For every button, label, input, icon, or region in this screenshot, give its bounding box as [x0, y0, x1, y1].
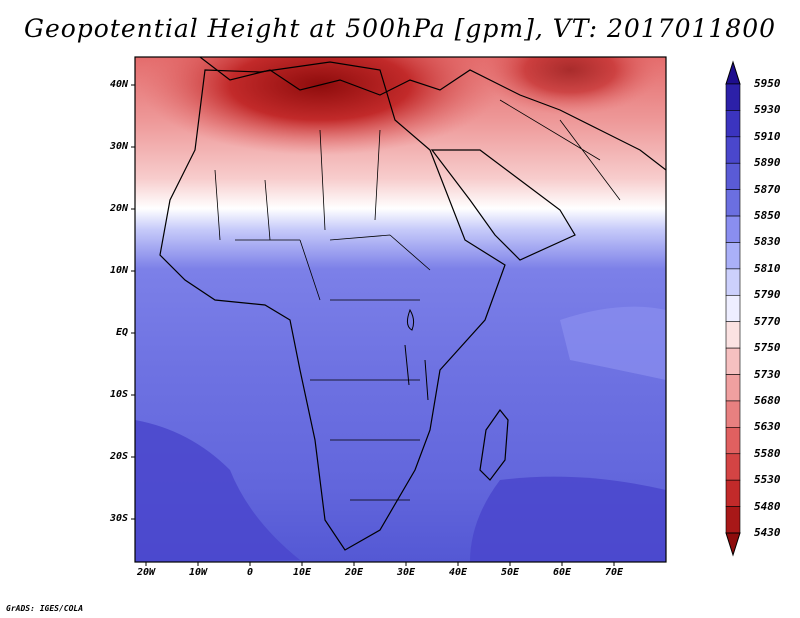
- colorbar-label: 5950: [754, 77, 781, 90]
- africa-coastline: [159, 61, 506, 551]
- colorbar-segment: [725, 294, 741, 323]
- colorbar-label: 5930: [754, 103, 781, 117]
- colorbar-segment: [725, 215, 741, 243]
- colorbar-segment: [725, 347, 741, 375]
- colorbar-segment: [725, 321, 741, 349]
- colorbar-label: 5810: [754, 261, 781, 275]
- colorbar-label: 5530: [754, 473, 781, 487]
- colorbar-label: 5630: [754, 420, 781, 434]
- lat-label-20s: 20S: [109, 451, 128, 462]
- colorbar-segment: [725, 110, 741, 138]
- colorbar-label: 5430: [754, 526, 781, 539]
- colorbar-segment: [725, 479, 741, 507]
- colorbar-arrow-top: [725, 60, 741, 85]
- colorbar-label: 5750: [754, 341, 781, 355]
- colorbar-segment: [725, 400, 741, 428]
- colorbar-label: 5480: [754, 499, 781, 513]
- colorbar-segment: [725, 506, 741, 534]
- lon-label-60e: 60E: [552, 567, 572, 578]
- colorbar-segment: [725, 427, 741, 455]
- country-borders: [214, 99, 621, 501]
- colorbar-label: 5830: [754, 235, 781, 249]
- colorbar-segment: [725, 189, 741, 217]
- colorbar-segment: [725, 453, 741, 481]
- lon-label-70e: 70E: [604, 567, 624, 578]
- colorbar-label: 5730: [754, 367, 781, 381]
- map-frame: [134, 56, 667, 563]
- lon-label-30e: 30E: [396, 567, 416, 578]
- colorbar-label: 5850: [754, 209, 781, 223]
- europe-asia-outline: [199, 57, 666, 171]
- colorbar-label: 5890: [754, 156, 781, 170]
- lon-label-20e: 20E: [344, 567, 364, 578]
- colorbar-segment: [725, 162, 741, 190]
- colorbar-segment: [725, 374, 741, 402]
- arabia-outline: [430, 149, 576, 261]
- colorbar-label: 5680: [754, 393, 781, 407]
- lon-label-10w: 10W: [188, 567, 208, 578]
- colorbar-segment: [725, 242, 741, 270]
- lat-label-10s: 10S: [109, 389, 128, 400]
- colorbar-segment: [725, 83, 741, 111]
- madagascar-outline: [479, 408, 509, 481]
- lat-label-30n: 30N: [109, 141, 128, 152]
- lon-label-40e: 40E: [448, 567, 468, 578]
- lat-label-30s: 30S: [109, 513, 128, 524]
- lon-label-50e: 50E: [500, 567, 520, 578]
- colorbar-label: 5870: [754, 182, 781, 196]
- lon-label-0: 0: [246, 567, 254, 578]
- height-field: [135, 57, 666, 562]
- lat-label-20n: 20N: [109, 203, 128, 214]
- colorbar-arrow-bottom: [725, 532, 741, 557]
- colorbar-segment: [725, 136, 741, 164]
- colorbar-label: 5790: [754, 288, 781, 302]
- lat-label-10n: 10N: [109, 265, 128, 276]
- lakes: [404, 308, 429, 401]
- colorbar-segment: [725, 268, 741, 296]
- chart-title: Geopotential Height at 500hPa [gpm], VT:…: [23, 14, 777, 43]
- lat-label-eq: EQ: [115, 327, 128, 338]
- lon-label-10e: 10E: [292, 567, 312, 578]
- colorbar-label: 5770: [754, 314, 781, 328]
- lon-label-20w: 20W: [136, 567, 156, 578]
- axis-ticks: [131, 84, 615, 566]
- colorbar-label: 5910: [754, 129, 781, 143]
- colorbar-label: 5580: [754, 446, 781, 460]
- credit-text: GrADS: IGES/COLA: [6, 604, 84, 613]
- lat-label-40n: 40N: [109, 79, 128, 90]
